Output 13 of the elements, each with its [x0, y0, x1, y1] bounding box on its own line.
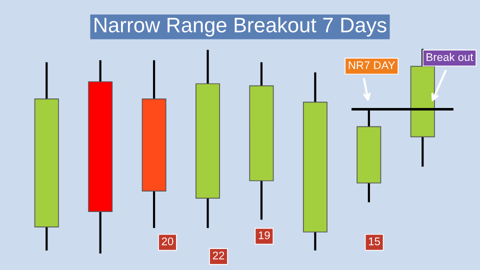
- annotation: Break out: [426, 52, 474, 62]
- chart-title: Narrow Range Breakout 7 Days: [94, 17, 386, 37]
- candlestick: [249, 62, 274, 220]
- annotation: 15: [368, 238, 380, 246]
- annotation: 20: [162, 237, 174, 246]
- candlestick: [34, 62, 59, 250]
- candlestick: [88, 60, 113, 254]
- candlestick: [142, 60, 166, 228]
- candlestick: [196, 50, 220, 228]
- annotation: 22: [212, 252, 224, 260]
- annotation: 19: [258, 231, 270, 240]
- annotation: NR7 DAY: [348, 61, 396, 70]
- candlestick: [302, 72, 328, 250]
